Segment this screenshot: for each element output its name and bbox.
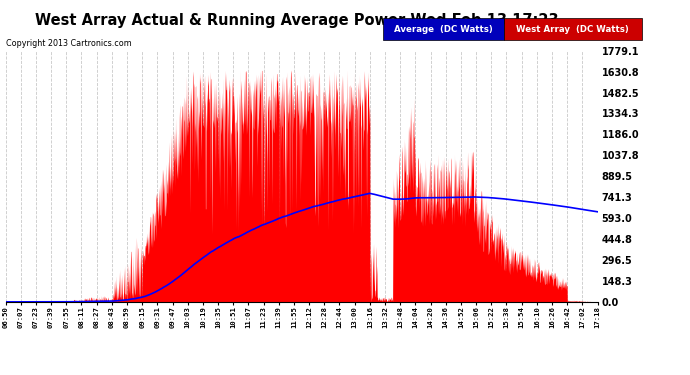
Text: West Array  (DC Watts): West Array (DC Watts): [516, 25, 629, 34]
Text: Copyright 2013 Cartronics.com: Copyright 2013 Cartronics.com: [6, 39, 131, 48]
Text: West Array Actual & Running Average Power Wed Feb 13 17:23: West Array Actual & Running Average Powe…: [35, 13, 558, 28]
Text: Average  (DC Watts): Average (DC Watts): [394, 25, 493, 34]
